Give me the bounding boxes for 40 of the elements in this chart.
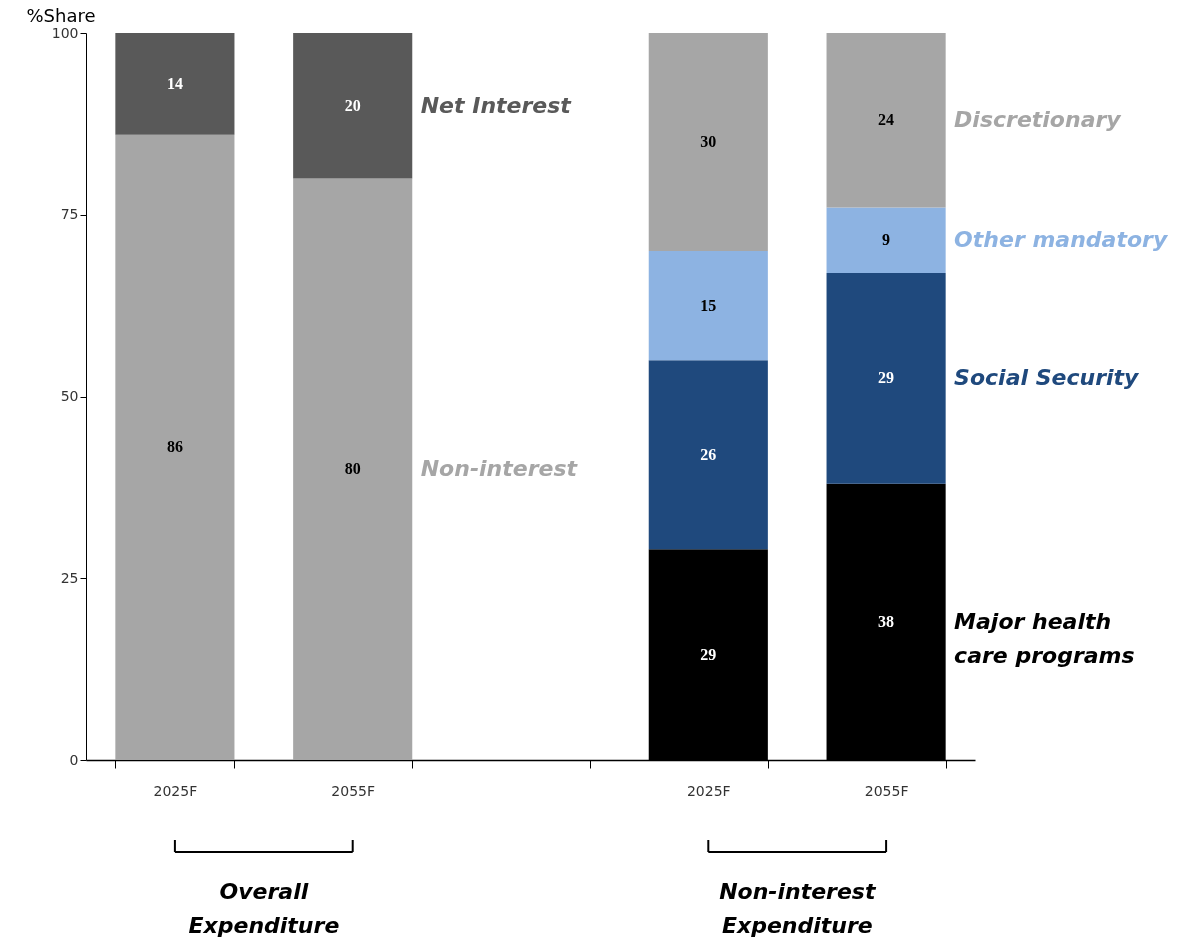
bar [648,360,768,550]
series-label: Non-interest [420,456,579,482]
bar [115,134,235,760]
data-label: 29 [878,369,895,387]
data-label: 20 [344,96,361,114]
x-tick-label: 2055F [864,782,909,799]
data-label: 80 [344,460,361,478]
x-tick-label: 2055F [331,782,376,799]
bar [293,33,413,179]
y-tick-label: 0 [69,751,79,768]
y-tick-label: 100 [51,24,79,41]
data-label: 29 [700,645,717,663]
y-tick-label: 25 [60,569,79,586]
data-label: 15 [700,296,717,314]
bar [826,207,946,273]
bar [293,178,413,760]
bar [115,33,235,135]
data-label: 9 [882,231,891,249]
series-label: Social Security [954,365,1141,391]
series-label: Net Interest [420,92,573,118]
text: Overall Expenditure [188,879,340,938]
x-tick-label: 2025F [686,782,731,799]
bar [648,251,768,361]
data-label: 26 [700,445,717,463]
data-label: 30 [700,133,717,151]
bar [826,272,946,484]
series-label: Other mandatory [954,227,1169,253]
data-label: 86 [166,438,183,456]
bar [826,33,946,208]
series-label: Discretionary [954,107,1123,133]
data-label: 24 [878,111,895,129]
data-label: 14 [166,74,183,92]
series-label: Major health care programs [954,608,1135,668]
x-tick-label: 2025F [153,782,198,799]
y-axis-title: %Share [26,4,96,26]
text: Non-interest Expenditure [719,879,877,938]
data-label: 38 [878,612,895,630]
y-tick-label: 50 [60,388,79,404]
y-tick-label: 75 [60,206,79,223]
bar [648,33,768,252]
